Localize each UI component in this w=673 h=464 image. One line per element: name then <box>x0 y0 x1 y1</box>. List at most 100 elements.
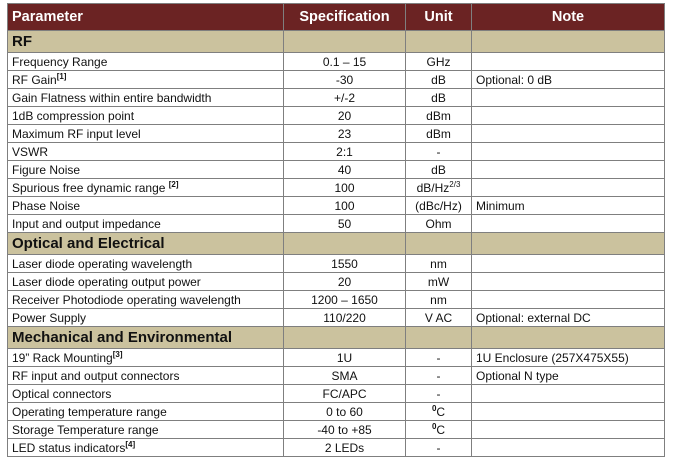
table-row: RF input and output connectors SMA - Option… <box>7 366 665 385</box>
unit-cell: - <box>405 384 472 403</box>
unit-cell: - <box>405 142 472 161</box>
parameter-cell: LED status indicators[4] <box>7 438 284 457</box>
parameter-cell: Figure Noise <box>7 160 284 179</box>
unit-text: GHz <box>426 54 451 69</box>
parameter-text: Power Supply <box>12 310 87 325</box>
unit-cell: dBm <box>405 124 472 143</box>
unit-cell: nm <box>405 290 472 309</box>
specification-cell: +/-2 <box>283 88 406 107</box>
table-row: Frequency Range 0.1 – 15 GHz <box>7 52 665 71</box>
parameter-cell: Laser diode operating output power <box>7 272 284 291</box>
unit-text: nm <box>430 292 447 307</box>
unit-cell: - <box>405 366 472 385</box>
parameter-cell: Phase Noise <box>7 196 284 215</box>
unit-text: dBm <box>426 108 451 123</box>
parameter-cell: Input and output impedance <box>7 214 284 233</box>
specification-cell: 50 <box>283 214 406 233</box>
parameter-cell: RF Gain[1] <box>7 70 284 89</box>
unit-text: C <box>436 404 446 419</box>
unit-text: dBm <box>426 126 451 141</box>
parameter-cell: Gain Flatness within entire bandwidth <box>7 88 284 107</box>
parameter-cell: Maximum RF input level <box>7 124 284 143</box>
table-row: Power Supply 110/220 V AC Optional: externa… <box>7 308 665 327</box>
section-title: Optical and Electrical <box>7 232 284 255</box>
specification-cell: -30 <box>283 70 406 89</box>
unit-text: (dBc/Hz) <box>415 198 462 213</box>
section-row: Mechanical and Environmental <box>7 326 665 349</box>
table-row: Receiver Photodiode operating wavelength… <box>7 290 665 309</box>
footnote-ref: [1] <box>56 71 67 81</box>
note-cell: Optional N type <box>471 366 665 385</box>
parameter-cell: 1dB compression point <box>7 106 284 125</box>
unit-cell: - <box>405 348 472 367</box>
header-note: Note <box>471 3 665 31</box>
unit-exponent: 2/3 <box>449 179 461 189</box>
parameter-text: Gain Flatness within entire bandwidth <box>12 90 212 105</box>
note-cell <box>471 290 665 309</box>
table-row: Operating temperature range 0 to 60 0C <box>7 402 665 421</box>
unit-text: dB <box>431 90 446 105</box>
unit-text: mW <box>427 274 450 289</box>
specification-cell: 20 <box>283 272 406 291</box>
note-cell <box>471 384 665 403</box>
header-row: Parameter Specification Unit Note <box>7 3 665 31</box>
unit-text: nm <box>430 256 447 271</box>
unit-cell: Ohm <box>405 214 472 233</box>
parameter-cell: Power Supply <box>7 308 284 327</box>
table-row: Laser diode operating wavelength 1550 nm <box>7 254 665 273</box>
specification-cell: 0.1 – 15 <box>283 52 406 71</box>
unit-cell: nm <box>405 254 472 273</box>
footnote-ref: [3] <box>112 349 123 359</box>
specification-cell: 23 <box>283 124 406 143</box>
unit-cell: dB <box>405 70 472 89</box>
parameter-cell: Operating temperature range <box>7 402 284 421</box>
header-specification: Specification <box>283 3 406 31</box>
note-cell: Optional: external DC <box>471 308 665 327</box>
unit-cell: mW <box>405 272 472 291</box>
section-cell <box>283 232 406 255</box>
unit-cell: V AC <box>405 308 472 327</box>
section-title: Mechanical and Environmental <box>7 326 284 349</box>
specification-cell: FC/APC <box>283 384 406 403</box>
table-row: 1dB compression point 20 dBm <box>7 106 665 125</box>
section-cell <box>471 30 665 53</box>
parameter-text: Laser diode operating output power <box>12 274 201 289</box>
section-cell <box>405 326 472 349</box>
parameter-text: Maximum RF input level <box>12 126 141 141</box>
section-cell <box>405 232 472 255</box>
note-cell <box>471 420 665 439</box>
parameter-text: Phase Noise <box>12 198 81 213</box>
specification-cell: 110/220 <box>283 308 406 327</box>
unit-cell: 0C <box>405 402 472 421</box>
note-cell <box>471 142 665 161</box>
unit-cell: dB/Hz2/3 <box>405 178 472 197</box>
note-cell <box>471 254 665 273</box>
specification-cell: 100 <box>283 178 406 197</box>
unit-cell: GHz <box>405 52 472 71</box>
section-row: Optical and Electrical <box>7 232 665 255</box>
parameter-text: Figure Noise <box>12 162 81 177</box>
note-cell <box>471 178 665 197</box>
specification-cell: 1200 – 1650 <box>283 290 406 309</box>
note-cell <box>471 88 665 107</box>
parameter-text: Laser diode operating wavelength <box>12 256 193 271</box>
footnote-ref: [4] <box>125 439 136 449</box>
note-cell <box>471 214 665 233</box>
footnote-ref: [2] <box>168 179 179 189</box>
note-cell <box>471 160 665 179</box>
unit-text: dB <box>431 72 446 87</box>
parameter-cell: VSWR <box>7 142 284 161</box>
note-cell <box>471 52 665 71</box>
specification-cell: SMA <box>283 366 406 385</box>
parameter-text: Storage Temperature range <box>12 422 159 437</box>
section-cell <box>283 326 406 349</box>
table-row: Maximum RF input level 23 dBm <box>7 124 665 143</box>
note-cell <box>471 272 665 291</box>
specification-cell: 0 to 60 <box>283 402 406 421</box>
unit-cell: 0C <box>405 420 472 439</box>
parameter-text: Optical connectors <box>12 386 112 401</box>
note-cell: 1U Enclosure (257X475X55) <box>471 348 665 367</box>
unit-cell: (dBc/Hz) <box>405 196 472 215</box>
parameter-cell: Optical connectors <box>7 384 284 403</box>
parameter-cell: Receiver Photodiode operating wavelength <box>7 290 284 309</box>
